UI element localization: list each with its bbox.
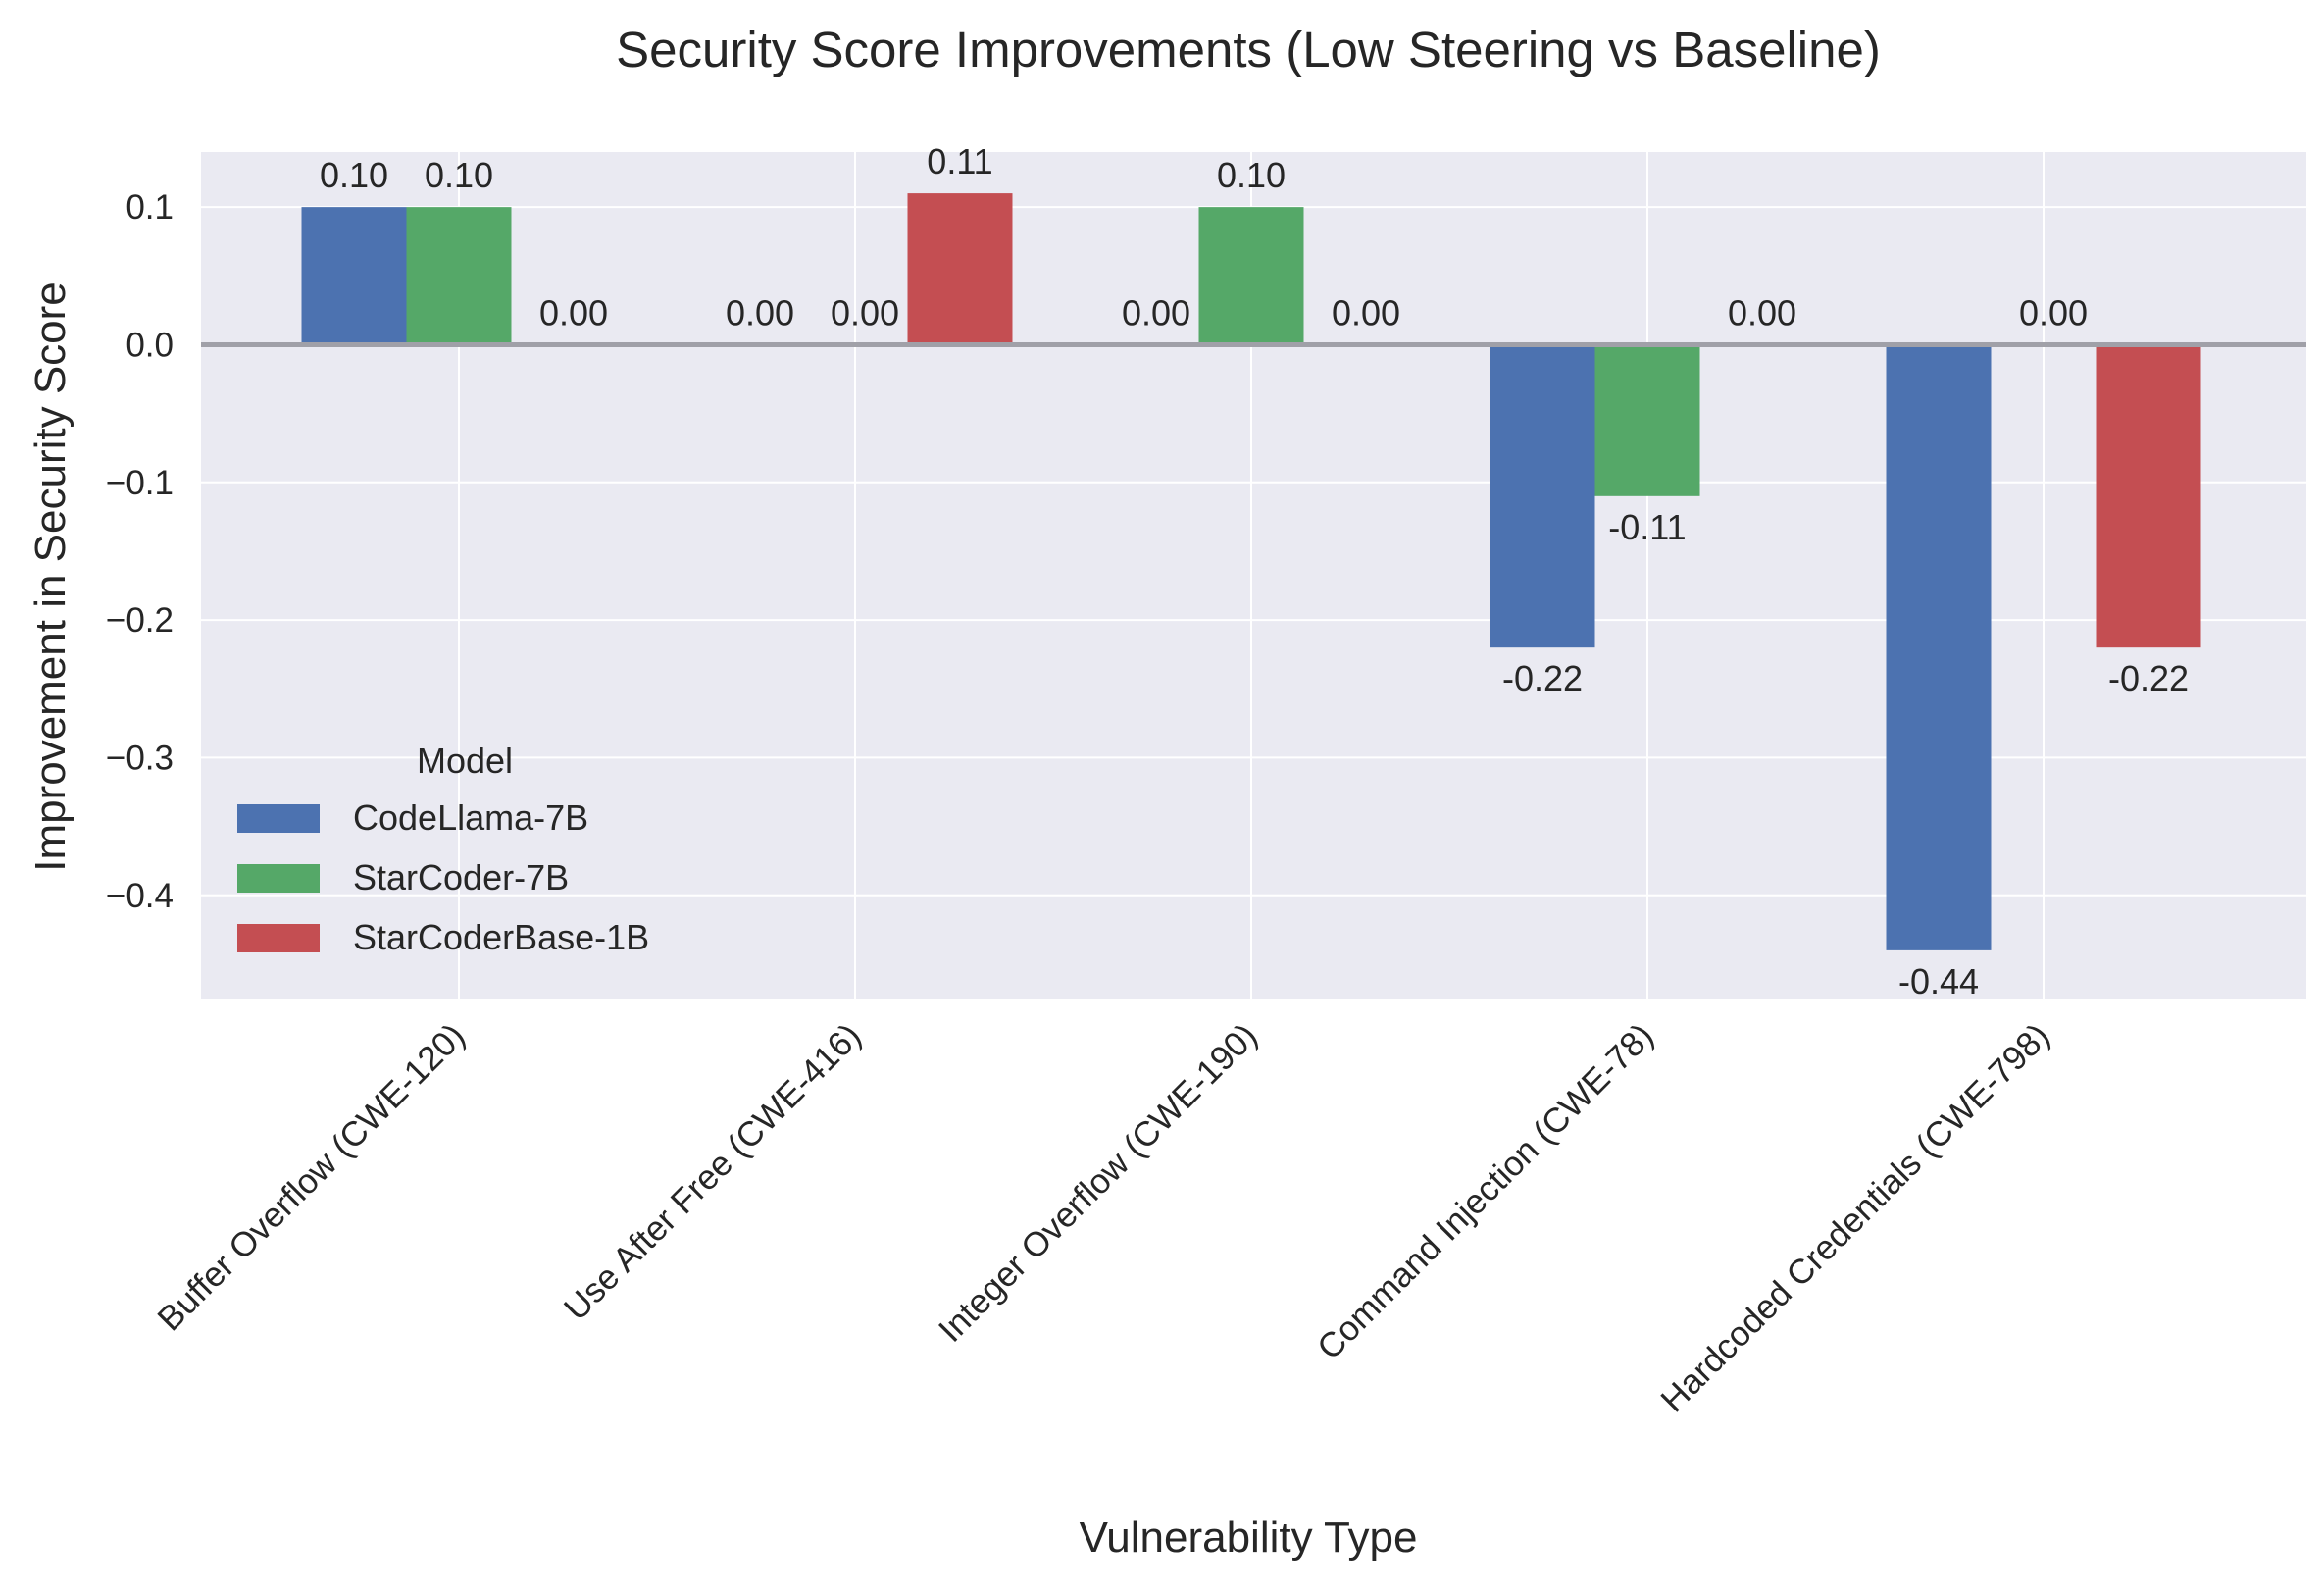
- y-axis-label: Improvement in Security Score: [26, 282, 75, 872]
- y-tick-label: 0.0: [126, 326, 174, 364]
- x-tick-label: Use After Free (CWE-416): [557, 1016, 869, 1328]
- x-tick-label: Integer Overflow (CWE-190): [932, 1016, 1265, 1350]
- x-tick-label: Hardcoded Credentials (CWE-798): [1653, 1016, 2056, 1419]
- data-label: 0.00: [1332, 292, 1400, 333]
- data-label: 0.10: [1217, 155, 1286, 195]
- bar: [1198, 207, 1304, 345]
- data-label: 0.00: [1122, 292, 1190, 333]
- legend-swatch: [237, 804, 320, 833]
- y-tick-label: 0.1: [126, 188, 174, 227]
- bar: [1594, 344, 1700, 496]
- bar: [907, 193, 1013, 345]
- bar: [1490, 344, 1595, 648]
- data-label: 0.11: [927, 141, 992, 181]
- data-label: 0.10: [425, 155, 493, 195]
- data-label: -0.22: [1502, 658, 1583, 698]
- x-tick-label: Command Injection (CWE-78): [1310, 1016, 1661, 1367]
- data-label: 0.00: [726, 292, 794, 333]
- chart-title: Security Score Improvements (Low Steerin…: [616, 22, 1881, 77]
- legend-swatch: [237, 864, 320, 893]
- y-tick-label: −0.1: [106, 464, 174, 502]
- data-label: -0.22: [2108, 658, 2189, 698]
- data-label: -0.44: [1898, 961, 1979, 1001]
- data-label: 0.00: [2019, 292, 2088, 333]
- x-axis-label: Vulnerability Type: [1080, 1513, 1418, 1562]
- legend-title: Model: [417, 741, 513, 781]
- y-tick-label: −0.3: [106, 739, 174, 777]
- bar: [1886, 344, 1992, 950]
- legend-entry: StarCoder-7B: [353, 857, 569, 897]
- data-label: 0.10: [320, 155, 388, 195]
- legend: Model CodeLlama-7B StarCoder-7B StarCoderBa…: [237, 741, 649, 957]
- legend-entry: StarCoderBase-1B: [353, 917, 649, 957]
- data-label: -0.11: [1608, 507, 1686, 547]
- legend-swatch: [237, 924, 320, 952]
- bar: [2096, 344, 2201, 648]
- data-label: 0.00: [539, 292, 608, 333]
- data-label: 0.00: [831, 292, 899, 333]
- bar: [301, 207, 407, 345]
- y-tick-label: −0.2: [106, 601, 174, 640]
- x-tick-label: Buffer Overflow (CWE-120): [150, 1016, 472, 1338]
- data-label: 0.00: [1728, 292, 1796, 333]
- bar: [406, 207, 512, 345]
- y-tick-label: −0.4: [106, 877, 174, 915]
- legend-entry: CodeLlama-7B: [353, 797, 588, 838]
